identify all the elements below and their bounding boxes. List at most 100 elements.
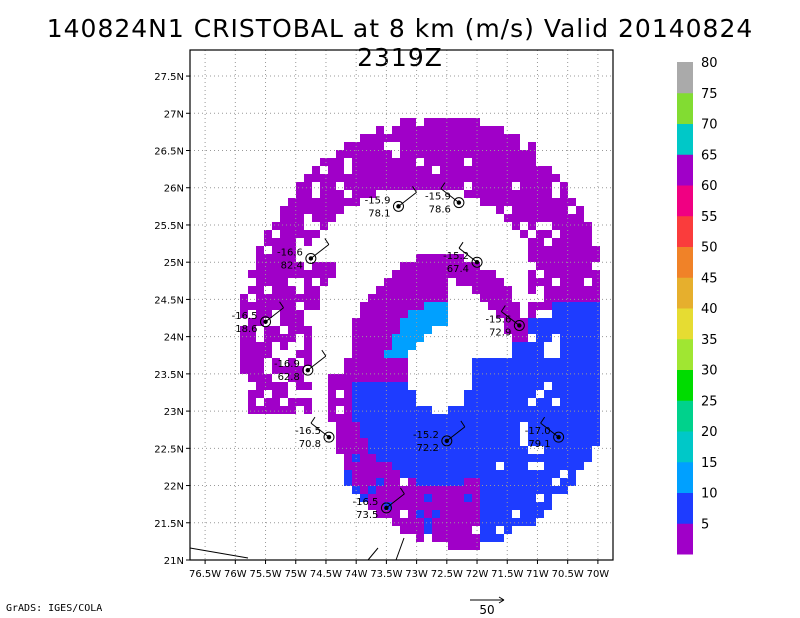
wind-cell xyxy=(368,134,376,142)
lat-tick-label: 24N xyxy=(164,333,184,344)
wind-cell xyxy=(440,278,448,286)
wind-cell xyxy=(480,470,488,478)
wind-cell xyxy=(384,294,392,302)
wind-cell xyxy=(400,358,408,366)
wind-cell xyxy=(536,302,544,310)
wind-cell xyxy=(384,510,392,518)
wind-cell xyxy=(304,294,312,302)
wind-cell xyxy=(560,222,568,230)
wind-cell xyxy=(496,150,504,158)
wind-cell xyxy=(576,382,584,390)
wind-cell xyxy=(424,486,432,494)
wind-cell xyxy=(552,294,560,302)
wind-cell xyxy=(296,270,304,278)
wind-cell xyxy=(552,438,560,446)
wind-cell xyxy=(376,502,384,510)
wind-cell xyxy=(568,430,576,438)
wind-cell xyxy=(432,414,440,422)
wind-cell xyxy=(400,494,408,502)
wind-cell xyxy=(496,190,504,198)
colorbar-label: 25 xyxy=(701,394,718,409)
wind-cell xyxy=(528,382,536,390)
wind-cell xyxy=(584,318,592,326)
wind-cell xyxy=(544,254,552,262)
wind-cell xyxy=(576,334,584,342)
wind-cell xyxy=(568,326,576,334)
wind-cell xyxy=(376,326,384,334)
wind-cell xyxy=(440,510,448,518)
wind-cell xyxy=(408,494,416,502)
wind-cell xyxy=(288,374,296,382)
wind-cell xyxy=(560,198,568,206)
wind-cell xyxy=(392,334,400,342)
wind-cell xyxy=(440,302,448,310)
wind-cell xyxy=(280,302,288,310)
colorbar-swatch xyxy=(677,185,693,217)
wind-cell xyxy=(552,422,560,430)
wind-cell xyxy=(576,390,584,398)
wind-cell xyxy=(272,270,280,278)
wind-cell xyxy=(576,222,584,230)
wind-cell xyxy=(568,246,576,254)
wind-cell xyxy=(584,350,592,358)
wind-cell xyxy=(528,254,536,262)
station-value: 70.8 xyxy=(299,439,321,450)
wind-cell xyxy=(440,534,448,542)
wind-cell xyxy=(536,510,544,518)
wind-cell xyxy=(520,334,528,342)
wind-cell xyxy=(280,278,288,286)
wind-cell xyxy=(256,390,264,398)
wind-cell xyxy=(568,318,576,326)
wind-cell xyxy=(424,174,432,182)
wind-cell xyxy=(504,454,512,462)
wind-cell xyxy=(504,366,512,374)
wind-cell xyxy=(520,446,528,454)
wind-cell xyxy=(592,254,600,262)
wind-cell xyxy=(240,342,248,350)
wind-cell xyxy=(304,326,312,334)
wind-cell xyxy=(368,438,376,446)
wind-cell xyxy=(360,318,368,326)
wind-cell xyxy=(464,414,472,422)
wind-cell xyxy=(584,454,592,462)
wind-cell xyxy=(344,454,352,462)
wind-cell xyxy=(288,230,296,238)
wind-cell xyxy=(544,270,552,278)
wind-cell xyxy=(280,334,288,342)
wind-cell xyxy=(592,334,600,342)
wind-cell xyxy=(424,430,432,438)
wind-cell xyxy=(456,454,464,462)
wind-cell xyxy=(480,294,488,302)
wind-cell xyxy=(488,174,496,182)
wind-cell xyxy=(512,390,520,398)
wind-cell xyxy=(384,166,392,174)
wind-cell xyxy=(376,182,384,190)
wind-cell xyxy=(432,478,440,486)
wind-cell xyxy=(536,502,544,510)
wind-cell xyxy=(328,406,336,414)
wind-cell xyxy=(504,318,512,326)
wind-cell xyxy=(440,158,448,166)
wind-cell xyxy=(560,358,568,366)
wind-cell xyxy=(264,326,272,334)
wind-cell xyxy=(440,294,448,302)
wind-cell xyxy=(400,134,408,142)
wind-cell xyxy=(424,302,432,310)
wind-cell xyxy=(304,182,312,190)
station-temperature: -15.9 xyxy=(365,195,391,206)
wind-cell xyxy=(520,358,528,366)
wind-cell xyxy=(456,542,464,550)
wind-cell xyxy=(432,502,440,510)
wind-cell xyxy=(496,534,504,542)
wind-cell xyxy=(480,430,488,438)
wind-cell xyxy=(384,430,392,438)
wind-cell xyxy=(568,286,576,294)
wind-cell xyxy=(488,438,496,446)
wind-cell xyxy=(368,366,376,374)
wind-cell xyxy=(304,278,312,286)
wind-cell xyxy=(448,406,456,414)
wind-cell xyxy=(504,470,512,478)
wind-cell xyxy=(288,206,296,214)
wind-cell xyxy=(576,302,584,310)
lon-tick-label: 75W xyxy=(284,569,307,580)
